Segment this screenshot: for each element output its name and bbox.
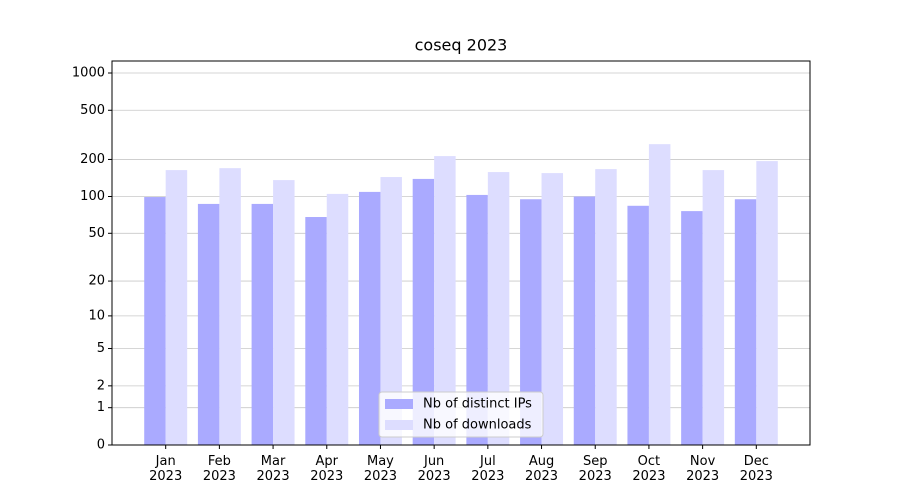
bar xyxy=(144,197,166,445)
x-tick-label: Jun 2023 xyxy=(417,454,451,484)
x-tick-label: Jan 2023 xyxy=(149,454,183,484)
chart-title: coseq 2023 xyxy=(415,36,508,55)
x-tick-label: Sep 2023 xyxy=(578,454,612,484)
legend-box xyxy=(378,391,544,438)
bar xyxy=(251,203,274,445)
y-tick-label: 5 xyxy=(97,341,105,356)
bar xyxy=(326,193,349,445)
bar xyxy=(305,217,327,445)
x-tick-label: May 2023 xyxy=(363,454,397,484)
y-tick-label: 2 xyxy=(97,378,105,393)
bar xyxy=(487,172,510,445)
bar xyxy=(681,211,703,445)
bar xyxy=(595,169,617,446)
x-tick-label: Oct 2023 xyxy=(632,454,666,484)
bar xyxy=(648,144,671,445)
x-tick-label: Feb 2023 xyxy=(202,454,236,484)
y-tick-label: 20 xyxy=(88,274,105,289)
x-tick-label: Aug 2023 xyxy=(524,454,559,484)
bar xyxy=(627,205,649,445)
x-tick-label: Apr 2023 xyxy=(310,454,344,484)
bar xyxy=(541,173,564,445)
bar xyxy=(358,191,381,445)
x-tick-label: Nov 2023 xyxy=(686,454,720,484)
y-tick-label: 100 xyxy=(80,189,105,204)
bar xyxy=(197,203,220,445)
bar xyxy=(702,170,725,445)
y-tick-label: 1000 xyxy=(72,66,105,81)
legend-label: Nb of distinct IPs xyxy=(423,397,532,412)
bar xyxy=(734,199,757,445)
bar xyxy=(380,177,402,445)
y-tick-label: 1 xyxy=(97,400,105,415)
y-tick-label: 200 xyxy=(80,152,105,167)
y-tick-label: 50 xyxy=(88,226,105,241)
bar xyxy=(219,168,241,445)
bar xyxy=(573,196,596,445)
bar xyxy=(273,180,295,445)
legend-swatch xyxy=(385,399,413,409)
axes-frame xyxy=(111,60,811,446)
x-tick-label: Dec 2023 xyxy=(739,454,773,484)
x-tick-label: Mar 2023 xyxy=(256,454,290,484)
y-tick-label: 0 xyxy=(97,438,105,453)
legend-swatch xyxy=(385,420,413,430)
bar xyxy=(434,156,456,445)
legend-label: Nb of downloads xyxy=(423,418,532,433)
bar xyxy=(466,194,488,445)
y-tick-label: 10 xyxy=(88,308,105,323)
bar xyxy=(756,161,778,445)
legend: Nb of distinct IPs Nb of downloads xyxy=(378,391,544,438)
bar xyxy=(520,199,542,445)
bar xyxy=(165,170,188,445)
bar xyxy=(412,178,435,445)
x-tick-label: Jul 2023 xyxy=(471,454,505,484)
y-tick-label: 500 xyxy=(80,103,105,118)
